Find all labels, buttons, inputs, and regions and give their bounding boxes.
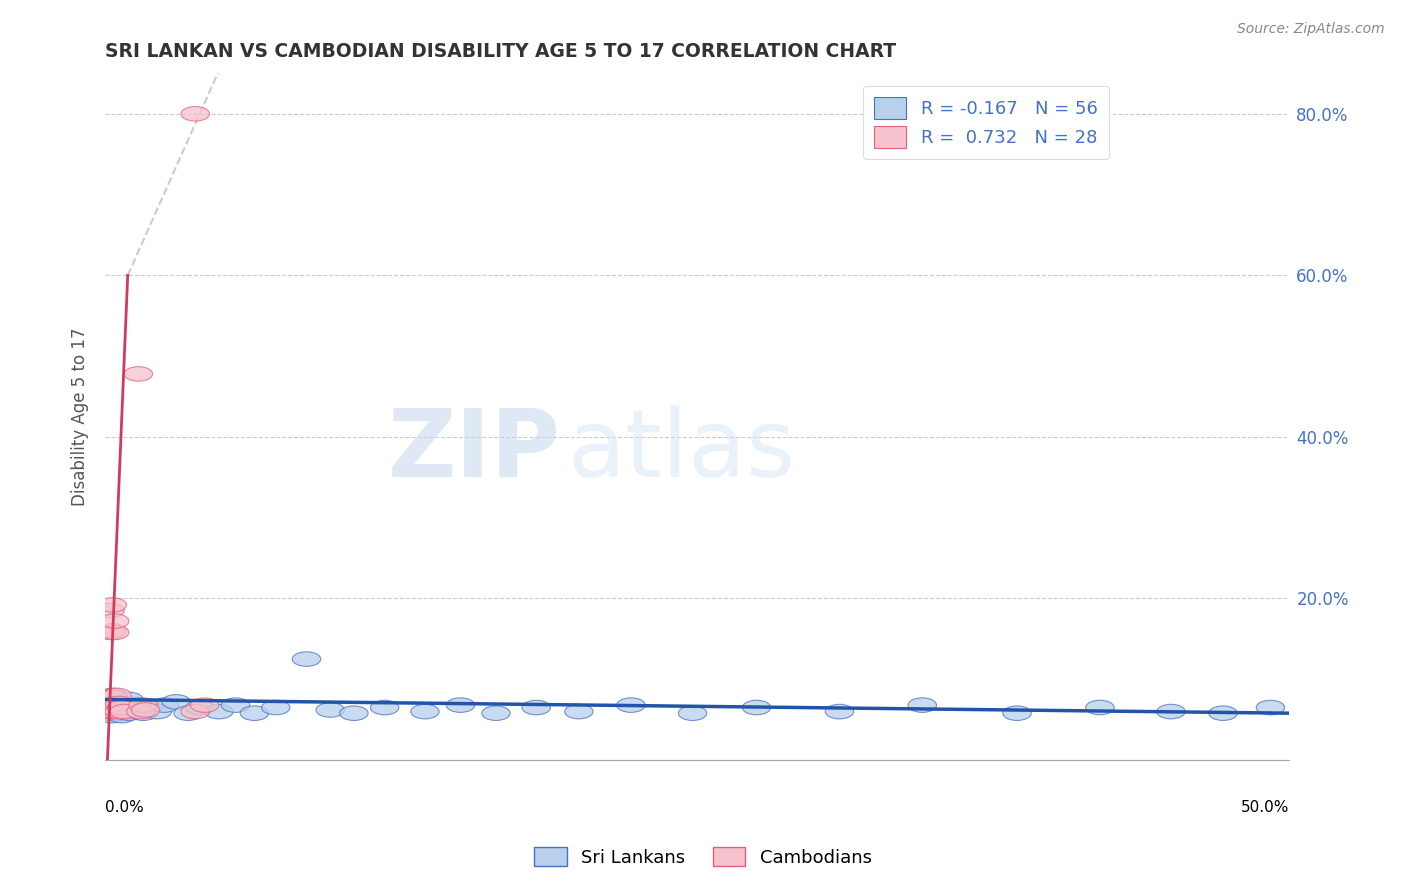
Ellipse shape [110,705,138,719]
Ellipse shape [105,705,134,719]
Ellipse shape [96,698,124,713]
Ellipse shape [143,705,172,719]
Ellipse shape [103,700,131,714]
Ellipse shape [370,700,399,714]
Ellipse shape [120,703,148,717]
Ellipse shape [100,698,129,713]
Ellipse shape [1157,705,1185,719]
Ellipse shape [742,700,770,714]
Ellipse shape [100,614,129,628]
Ellipse shape [617,698,645,713]
Ellipse shape [93,695,122,709]
Ellipse shape [93,700,122,714]
Ellipse shape [96,706,124,721]
Ellipse shape [124,367,153,381]
Ellipse shape [96,698,124,713]
Ellipse shape [98,697,127,711]
Ellipse shape [316,703,344,717]
Ellipse shape [100,698,129,713]
Ellipse shape [112,700,141,714]
Ellipse shape [105,703,134,717]
Ellipse shape [292,652,321,666]
Ellipse shape [96,705,124,719]
Ellipse shape [93,703,122,717]
Ellipse shape [96,625,124,640]
Ellipse shape [162,695,190,709]
Ellipse shape [150,698,179,713]
Text: atlas: atlas [567,405,796,497]
Ellipse shape [124,698,153,713]
Ellipse shape [103,688,131,703]
Ellipse shape [96,692,124,706]
Ellipse shape [908,698,936,713]
Legend: Sri Lankans, Cambodians: Sri Lankans, Cambodians [527,840,879,874]
Ellipse shape [446,698,475,713]
Ellipse shape [221,698,250,713]
Ellipse shape [98,598,127,612]
Ellipse shape [1002,706,1031,721]
Ellipse shape [96,603,124,618]
Ellipse shape [115,692,143,706]
Ellipse shape [127,705,155,719]
Ellipse shape [131,703,160,717]
Ellipse shape [105,697,134,711]
Legend: R = -0.167   N = 56, R =  0.732   N = 28: R = -0.167 N = 56, R = 0.732 N = 28 [863,86,1109,159]
Ellipse shape [93,690,122,705]
Ellipse shape [93,697,122,711]
Ellipse shape [1085,700,1114,714]
Ellipse shape [522,700,551,714]
Ellipse shape [482,706,510,721]
Ellipse shape [100,705,129,719]
Text: 0.0%: 0.0% [105,799,143,814]
Ellipse shape [100,625,129,640]
Ellipse shape [98,700,127,714]
Ellipse shape [98,702,127,716]
Ellipse shape [1256,700,1285,714]
Ellipse shape [340,706,368,721]
Ellipse shape [115,706,143,721]
Y-axis label: Disability Age 5 to 17: Disability Age 5 to 17 [72,327,89,506]
Ellipse shape [103,697,131,711]
Ellipse shape [110,705,138,719]
Ellipse shape [262,700,290,714]
Ellipse shape [825,705,853,719]
Ellipse shape [103,697,131,711]
Ellipse shape [105,698,134,713]
Ellipse shape [181,705,209,719]
Ellipse shape [129,698,157,713]
Ellipse shape [190,698,219,713]
Ellipse shape [103,703,131,717]
Ellipse shape [129,706,157,721]
Ellipse shape [100,705,129,719]
Ellipse shape [565,705,593,719]
Ellipse shape [205,705,233,719]
Ellipse shape [1209,706,1237,721]
Ellipse shape [108,700,136,714]
Ellipse shape [110,698,138,713]
Ellipse shape [103,706,131,721]
Ellipse shape [186,700,214,714]
Text: Source: ZipAtlas.com: Source: ZipAtlas.com [1237,22,1385,37]
Text: SRI LANKAN VS CAMBODIAN DISABILITY AGE 5 TO 17 CORRELATION CHART: SRI LANKAN VS CAMBODIAN DISABILITY AGE 5… [105,42,897,61]
Ellipse shape [411,705,439,719]
Ellipse shape [678,706,707,721]
Ellipse shape [174,706,202,721]
Ellipse shape [98,690,127,705]
Ellipse shape [98,624,127,638]
Text: ZIP: ZIP [388,405,561,497]
Ellipse shape [108,708,136,723]
Ellipse shape [134,700,162,714]
Text: 50.0%: 50.0% [1241,799,1289,814]
Ellipse shape [108,695,136,709]
Ellipse shape [100,694,129,708]
Ellipse shape [98,708,127,723]
Ellipse shape [181,106,209,121]
Ellipse shape [240,706,269,721]
Ellipse shape [98,688,127,703]
